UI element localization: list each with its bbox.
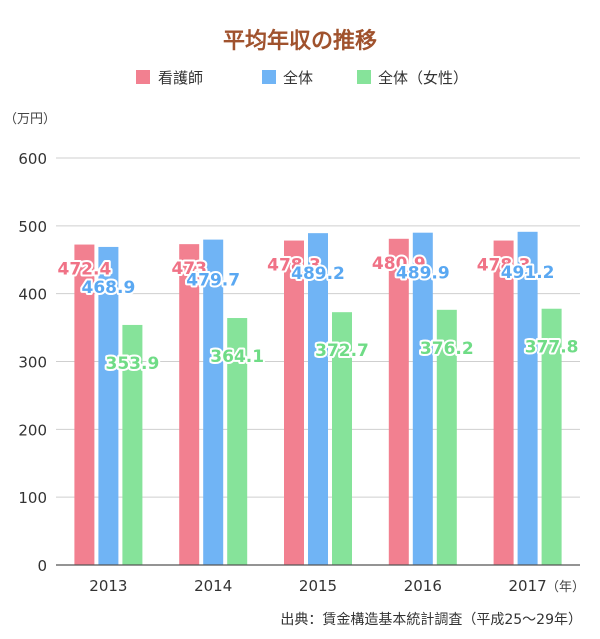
bar (388, 238, 409, 566)
bar (98, 246, 119, 565)
y-tick-label: 600 (18, 150, 47, 168)
y-tick-label: 300 (18, 354, 47, 372)
bar (74, 244, 95, 565)
bar (308, 233, 328, 565)
data-label: 478.3 (477, 256, 531, 276)
data-label: 364.1 (210, 347, 264, 367)
legend-label-all: 全体 (283, 69, 313, 87)
bar (517, 231, 538, 565)
data-label: 472.4 (58, 260, 112, 280)
bar (436, 309, 457, 565)
x-tick-label: 2017 (509, 577, 547, 595)
bar (122, 324, 143, 565)
bar (412, 232, 433, 565)
x-tick-label: 2016 (404, 577, 442, 595)
chart-title: 平均年収の推移 (223, 28, 377, 54)
x-tick-label: 2015 (299, 577, 337, 595)
data-label: 376.2 (420, 339, 474, 359)
data-label: 372.7 (315, 341, 369, 361)
data-label: 479.7 (186, 271, 240, 291)
legend-label-all-female: 全体（女性） (378, 69, 468, 87)
y-tick-label: 100 (18, 489, 47, 507)
y-axis-unit: （万円） (4, 112, 56, 127)
y-tick-label: 400 (18, 286, 47, 304)
y-axis-ticks: 0 100 200 300 400 500 600 (18, 150, 47, 575)
bar (227, 318, 248, 565)
data-labels: 472.4468.9353.9473479.7364.1478.3489.237… (56, 252, 581, 376)
data-label: 489.9 (396, 264, 450, 284)
legend: 看護師 全体 全体（女性） (136, 69, 468, 87)
x-axis-unit: （年） (546, 580, 585, 595)
source-note: 出典：賃金構造基本統計調査（平成25〜29年） (280, 611, 582, 628)
data-label: 478.3 (267, 256, 321, 276)
data-label: 491.2 (501, 263, 555, 283)
data-label: 480.9 (372, 254, 426, 274)
bar (179, 244, 200, 566)
legend-swatch-all (262, 70, 276, 84)
bar (541, 308, 562, 565)
x-tick-label: 2014 (194, 577, 232, 595)
x-tick-label: 2013 (89, 577, 127, 595)
bar (284, 240, 304, 565)
data-label: 468.9 (82, 278, 136, 298)
data-label: 377.8 (525, 338, 579, 358)
bar (332, 312, 352, 565)
y-tick-label: 500 (18, 218, 47, 236)
data-label: 353.9 (106, 354, 160, 374)
bar (203, 239, 224, 565)
y-tick-label: 200 (18, 421, 47, 439)
legend-label-nurse: 看護師 (158, 69, 203, 87)
data-label: 473 (171, 259, 207, 279)
bars (74, 231, 562, 566)
legend-swatch-nurse (136, 70, 150, 84)
y-tick-label: 0 (37, 557, 47, 575)
x-axis-ticks: 2013 2014 2015 2016 2017 (89, 577, 546, 595)
legend-swatch-all-female (357, 70, 371, 84)
data-label: 489.2 (291, 264, 345, 284)
bar (493, 240, 514, 565)
